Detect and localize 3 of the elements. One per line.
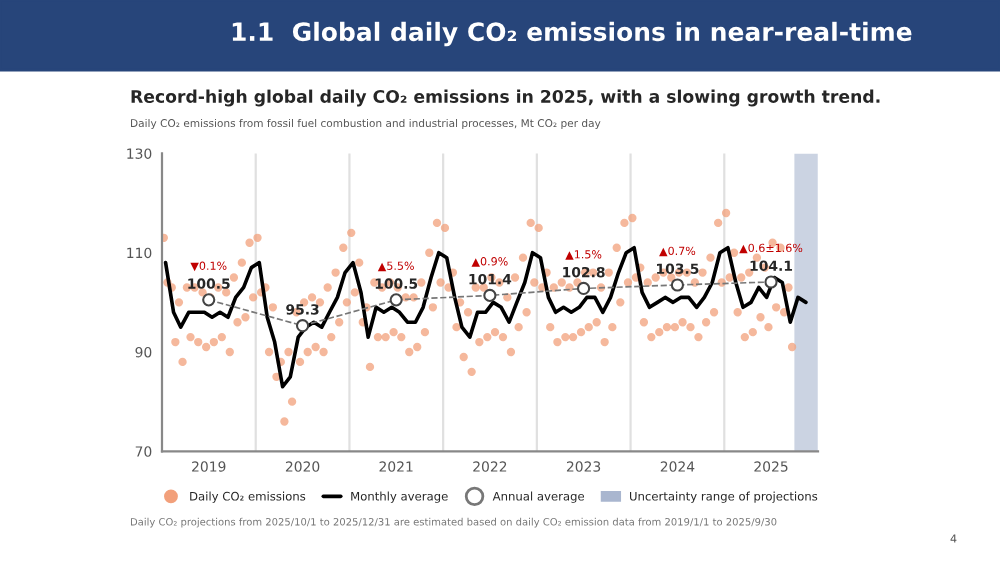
chart-subtitle: Record-high global daily CO₂ emissions in 2025, with a slowing growth trend. <box>131 89 880 107</box>
chart-title: 1.1 Global daily CO₂ emissions in near-real-time <box>232 21 912 47</box>
line-series <box>163 245 808 389</box>
